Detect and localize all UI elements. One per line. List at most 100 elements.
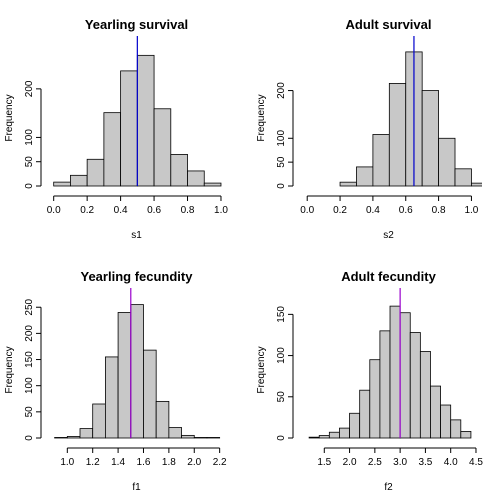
x-axis-label: s2 (383, 230, 394, 241)
x-tick-label: 0.6 (147, 205, 161, 216)
panel: 1.5 2.0 2.5 3.0 3.5 4.0 4.5 0 50 100 150 Adult fecu… (256, 269, 483, 493)
bar (206, 437, 221, 439)
panel: 0.0 0.2 0.4 0.6 0.8 1.0 0 50 100 200 Adult surviva… (256, 17, 482, 241)
bar (86, 158, 105, 187)
bar (136, 54, 155, 187)
bar (471, 182, 482, 187)
x-tick-label: 3.5 (418, 457, 432, 468)
x-tick-label: 2.0 (187, 457, 201, 468)
bar (369, 359, 381, 439)
x-tick-label: 0.4 (366, 205, 380, 216)
bar (66, 436, 81, 439)
bar (372, 134, 390, 187)
x-tick-label: 4.0 (444, 457, 458, 468)
bar (193, 437, 208, 439)
x-tick-label: 0.2 (333, 205, 347, 216)
chart-title: Yearling fecundity (81, 269, 194, 284)
x-tick-label: 0.0 (300, 205, 314, 216)
y-tick-label: 50 (24, 406, 35, 418)
bar (399, 312, 411, 439)
x-tick-label: 1.0 (214, 205, 228, 216)
bar (318, 435, 330, 439)
bar (153, 108, 172, 187)
bar (440, 404, 452, 439)
x-axis-label: f1 (132, 482, 141, 493)
panel: 0.0 0.2 0.4 0.6 0.8 1.0 0 50 100 200 Yearling surv… (4, 17, 228, 241)
y-tick-label: 200 (24, 325, 35, 342)
x-tick-label: 1.5 (317, 457, 331, 468)
x-tick-label: 0.0 (47, 205, 61, 216)
bar (450, 419, 462, 439)
bar (438, 137, 456, 187)
bar (308, 436, 320, 439)
x-tick-label: 1.0 (60, 457, 74, 468)
bar (168, 427, 182, 439)
x-tick-label: 0.4 (114, 205, 128, 216)
x-tick-label: 4.5 (469, 457, 483, 468)
bar (339, 181, 357, 187)
y-tick-label: 0 (276, 183, 287, 189)
bar (409, 332, 421, 439)
bar (92, 403, 106, 439)
x-tick-label: 2.0 (343, 457, 357, 468)
bars (339, 51, 482, 187)
bar (388, 83, 407, 187)
bar (454, 168, 472, 187)
bar (104, 356, 119, 439)
x-tick-label: 1.4 (111, 457, 125, 468)
x-tick-label: 0.2 (80, 205, 94, 216)
x-axis-label: s1 (131, 230, 142, 241)
bar (356, 166, 374, 187)
chart-title: Adult fecundity (341, 269, 436, 284)
y-tick-label: 0 (24, 183, 35, 189)
x-tick-label: 1.0 (464, 205, 478, 216)
bars (53, 54, 222, 187)
y-tick-label: 200 (24, 80, 35, 97)
bar (359, 389, 371, 439)
bar (379, 330, 391, 439)
bars (308, 305, 472, 439)
bar (421, 90, 439, 187)
x-tick-label: 2.2 (213, 457, 227, 468)
y-tick-label: 0 (276, 435, 287, 441)
x-tick-label: 0.8 (181, 205, 195, 216)
x-tick-label: 0.8 (432, 205, 446, 216)
bar (79, 428, 94, 439)
bar (143, 349, 157, 439)
x-tick-label: 2.5 (368, 457, 382, 468)
x-tick-label: 3.0 (393, 457, 407, 468)
y-tick-label: 100 (276, 347, 287, 364)
bar (54, 437, 68, 439)
chart-title: Adult survival (346, 17, 432, 32)
bar (120, 70, 138, 187)
chart-title: Yearling survival (85, 17, 188, 32)
bar (103, 112, 122, 187)
y-axis-label: Frequency (256, 94, 267, 141)
bar (187, 170, 205, 187)
x-tick-label: 1.2 (86, 457, 100, 468)
bar (430, 385, 441, 439)
y-tick-label: 100 (276, 130, 287, 147)
y-axis-label: Frequency (4, 94, 15, 141)
x-tick-label: 1.6 (137, 457, 151, 468)
bar (349, 412, 361, 439)
bar (328, 431, 340, 439)
bar (155, 400, 170, 439)
y-tick-label: 50 (276, 391, 287, 403)
y-tick-label: 100 (24, 377, 35, 394)
bar (70, 174, 88, 187)
y-tick-label: 100 (24, 129, 35, 146)
bar (389, 305, 401, 439)
bar (130, 304, 144, 439)
x-tick-label: 0.6 (399, 205, 413, 216)
bars (54, 304, 221, 439)
bar (53, 181, 71, 187)
bar (339, 427, 350, 439)
bar (419, 351, 431, 439)
bar (203, 182, 222, 187)
y-tick-label: 50 (276, 156, 287, 168)
bar (460, 431, 472, 439)
y-tick-label: 250 (24, 298, 35, 315)
y-tick-label: 0 (24, 435, 35, 441)
